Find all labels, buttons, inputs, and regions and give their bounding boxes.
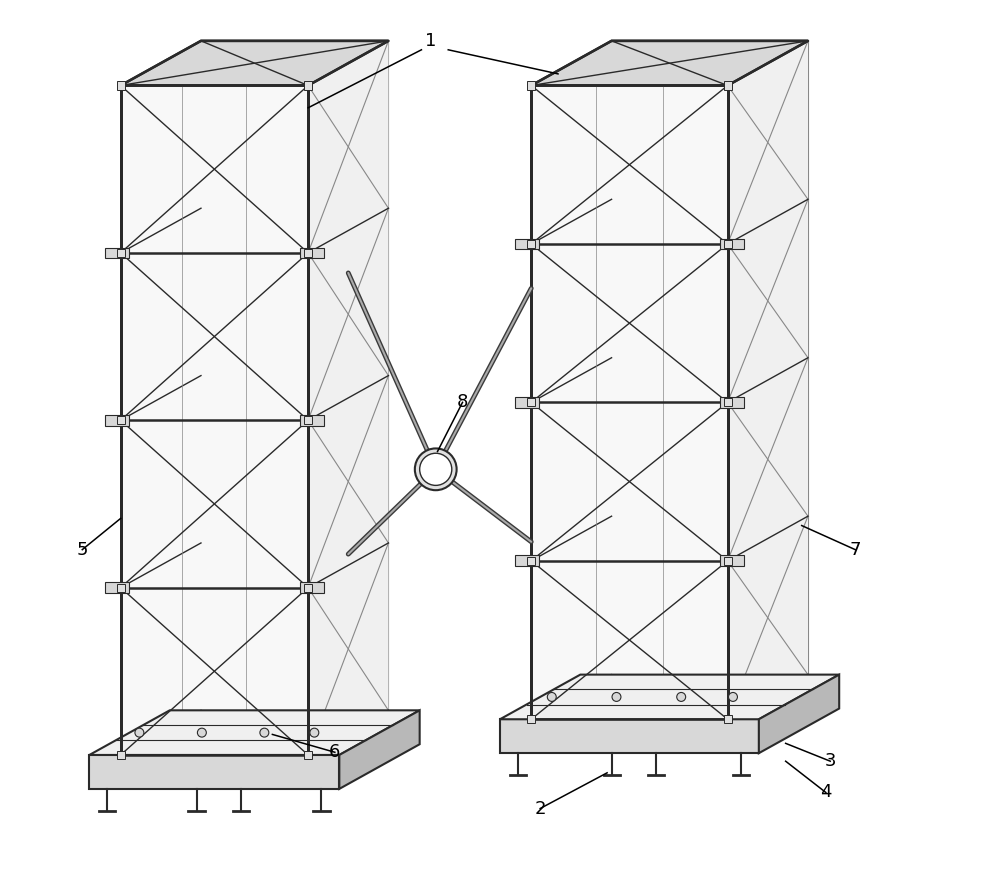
Bar bbox=[117, 249, 125, 257]
Bar bbox=[117, 751, 125, 759]
Polygon shape bbox=[500, 720, 759, 753]
Bar bbox=[527, 240, 535, 248]
Circle shape bbox=[135, 729, 144, 737]
Circle shape bbox=[260, 729, 269, 737]
Polygon shape bbox=[728, 41, 808, 720]
Polygon shape bbox=[339, 711, 420, 789]
Bar bbox=[724, 81, 732, 89]
Polygon shape bbox=[500, 675, 839, 720]
Circle shape bbox=[729, 693, 737, 702]
Circle shape bbox=[420, 453, 452, 485]
Bar bbox=[105, 582, 129, 593]
Circle shape bbox=[197, 729, 206, 737]
Circle shape bbox=[677, 693, 686, 702]
Polygon shape bbox=[531, 86, 728, 720]
Polygon shape bbox=[759, 675, 839, 753]
Bar bbox=[527, 715, 535, 723]
Bar bbox=[527, 399, 535, 407]
Bar bbox=[300, 582, 324, 593]
Bar bbox=[527, 81, 535, 89]
Bar bbox=[304, 249, 312, 257]
Bar bbox=[720, 397, 744, 408]
Bar bbox=[117, 81, 125, 89]
Polygon shape bbox=[121, 41, 388, 86]
Text: 7: 7 bbox=[850, 541, 861, 559]
Bar bbox=[720, 239, 744, 249]
Polygon shape bbox=[89, 755, 339, 789]
Bar bbox=[117, 417, 125, 425]
Circle shape bbox=[310, 729, 319, 737]
Polygon shape bbox=[121, 86, 308, 755]
Polygon shape bbox=[308, 41, 388, 755]
Text: 3: 3 bbox=[825, 752, 836, 771]
Bar bbox=[515, 555, 539, 566]
Polygon shape bbox=[89, 711, 420, 755]
Bar bbox=[304, 81, 312, 89]
Bar bbox=[515, 397, 539, 408]
Bar bbox=[300, 248, 324, 258]
Text: 6: 6 bbox=[329, 743, 341, 762]
Bar bbox=[105, 248, 129, 258]
Text: 5: 5 bbox=[77, 541, 88, 559]
Circle shape bbox=[415, 449, 457, 490]
Text: 2: 2 bbox=[534, 799, 546, 817]
Circle shape bbox=[547, 693, 556, 702]
Bar bbox=[720, 555, 744, 566]
Polygon shape bbox=[531, 41, 808, 86]
Bar bbox=[527, 557, 535, 565]
Bar bbox=[724, 240, 732, 248]
Text: 4: 4 bbox=[820, 783, 832, 801]
Bar bbox=[304, 751, 312, 759]
Bar bbox=[515, 239, 539, 249]
Bar bbox=[724, 399, 732, 407]
Bar bbox=[724, 557, 732, 565]
Bar bbox=[724, 715, 732, 723]
Circle shape bbox=[612, 693, 621, 702]
Bar bbox=[117, 584, 125, 592]
Bar bbox=[300, 415, 324, 426]
Text: 1: 1 bbox=[425, 32, 436, 50]
Bar bbox=[105, 415, 129, 426]
Bar bbox=[304, 584, 312, 592]
Text: 8: 8 bbox=[457, 393, 468, 411]
Bar bbox=[304, 417, 312, 425]
